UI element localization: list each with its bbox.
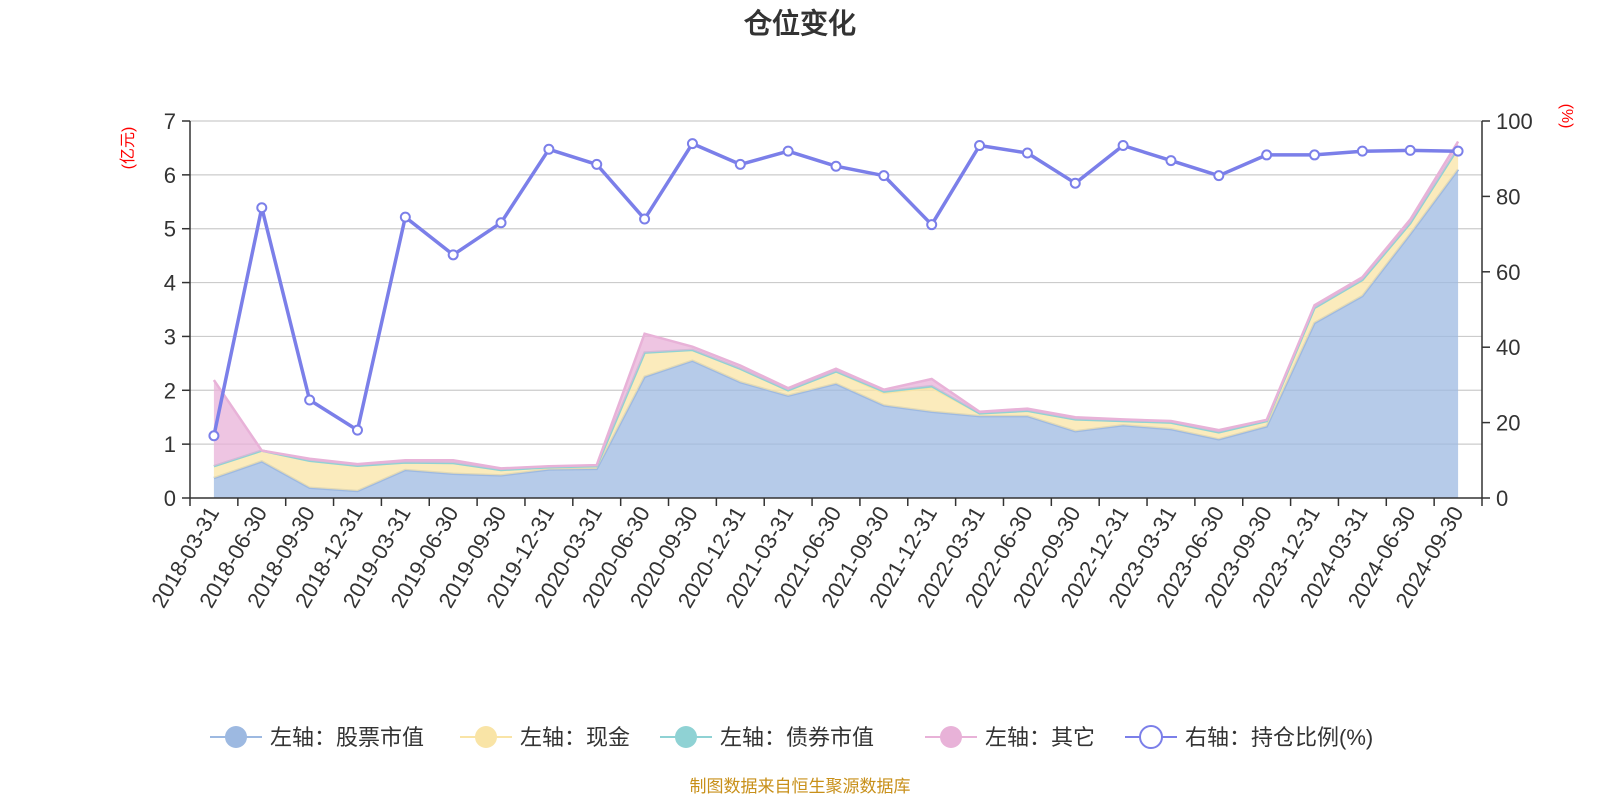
- ratio-point: [830, 160, 842, 172]
- left-tick-label: 6: [164, 163, 176, 188]
- ratio-point: [256, 202, 268, 214]
- ratio-point: [1261, 149, 1273, 161]
- chart-title: 仓位变化: [744, 7, 856, 39]
- legend-label: 右轴：持仓比例(%): [1185, 725, 1373, 750]
- legend-marker: [675, 726, 697, 748]
- holding-ratio-line: [208, 138, 1464, 442]
- legend-label: 左轴：其它: [985, 725, 1095, 750]
- ratio-point: [1117, 140, 1129, 152]
- right-tick-label: 40: [1496, 335, 1520, 360]
- left-tick-label: 3: [164, 324, 176, 349]
- legend-label: 左轴：债券市值: [720, 725, 874, 750]
- x-axis-ticks: 2018-03-312018-06-302018-09-302018-12-31…: [146, 498, 1483, 612]
- ratio-point: [304, 394, 316, 406]
- right-tick-label: 0: [1496, 486, 1508, 511]
- ratio-point: [1069, 177, 1081, 189]
- ratio-point: [1309, 149, 1321, 161]
- left-tick-label: 4: [164, 271, 176, 296]
- ratio-point: [878, 170, 890, 182]
- right-tick-label: 80: [1496, 184, 1520, 209]
- ratio-point: [447, 249, 459, 261]
- left-tick-label: 2: [164, 378, 176, 403]
- source-note: 制图数据来自恒生聚源数据库: [690, 777, 911, 796]
- left-axis-unit: (亿元): [119, 127, 137, 170]
- grid-lines: [190, 120, 1482, 445]
- legend-marker: [475, 726, 497, 748]
- legend-marker: [1139, 725, 1163, 749]
- ratio-point: [351, 424, 363, 436]
- ratio-point: [591, 158, 603, 170]
- legend-marker: [225, 726, 247, 748]
- stacked-areas: [212, 140, 1460, 498]
- left-tick-label: 5: [164, 217, 176, 242]
- ratio-point: [208, 430, 220, 442]
- ratio-point: [495, 217, 507, 229]
- ratio-point: [543, 143, 555, 155]
- area-1: [213, 169, 1459, 498]
- left-tick-label: 1: [164, 432, 176, 457]
- ratio-point: [1021, 147, 1033, 159]
- ratio-point: [686, 138, 698, 150]
- legend-label: 左轴：股票市值: [270, 725, 424, 750]
- ratio-point: [734, 158, 746, 170]
- ratio-point: [1213, 170, 1225, 182]
- ratio-point: [1165, 155, 1177, 167]
- left-tick-label: 7: [164, 109, 176, 134]
- ratio-point: [1356, 145, 1368, 157]
- legend-label: 左轴：现金: [520, 725, 630, 750]
- right-axis-ticks: 0 20 40 60 80 100: [1482, 109, 1533, 511]
- ratio-point: [782, 145, 794, 157]
- legend: 左轴：股票市值 左轴：现金 左轴：债券市值 左轴：其它 右轴：持仓比例(%): [210, 725, 1373, 750]
- left-tick-label: 0: [164, 486, 176, 511]
- area-edge-4: [212, 140, 1460, 470]
- right-tick-label: 100: [1496, 109, 1533, 134]
- right-axis-unit: (%): [1558, 104, 1575, 129]
- ratio-point: [639, 213, 651, 225]
- ratio-point: [1452, 145, 1464, 157]
- left-axis-ticks: 0 1 2 3 4 5 6 7: [164, 109, 190, 511]
- right-tick-label: 20: [1496, 411, 1520, 436]
- ratio-point: [974, 140, 986, 152]
- ratio-point: [399, 211, 411, 223]
- ratio-point: [926, 219, 938, 231]
- legend-marker: [940, 726, 962, 748]
- right-tick-label: 60: [1496, 260, 1520, 285]
- ratio-point: [1404, 144, 1416, 156]
- axes: [189, 121, 1483, 499]
